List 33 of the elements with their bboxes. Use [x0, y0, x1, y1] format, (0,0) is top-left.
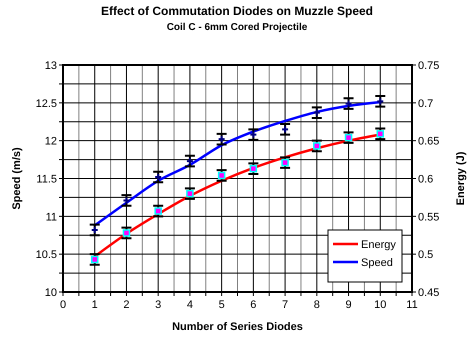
y2-tick-label: 0.7 — [418, 98, 434, 110]
y-axis-title: Speed (m/s) — [11, 146, 23, 210]
x-tick-label: 2 — [123, 299, 130, 311]
legend-label: Speed — [361, 257, 393, 269]
x-tick-label: 4 — [186, 299, 193, 311]
y-tick-label: 12 — [44, 136, 57, 148]
y2-tick-label: 0.6 — [418, 174, 434, 186]
x-tick-label: 3 — [155, 299, 162, 311]
y-tick-label: 12.5 — [36, 98, 57, 110]
x-tick-label: 0 — [60, 299, 66, 311]
x-tick-label: 8 — [314, 299, 320, 311]
x-axis-title: Number of Series Diodes — [172, 321, 303, 333]
y2-axis-title: Energy (J) — [455, 151, 467, 206]
x-tick-label: 6 — [250, 299, 256, 311]
y-tick-label: 13 — [44, 60, 57, 72]
y2-tick-label: 0.75 — [418, 60, 440, 72]
y2-tick-label: 0.5 — [418, 249, 434, 262]
y2-tick-label: 0.55 — [418, 211, 440, 224]
y-tick-label: 11 — [46, 211, 57, 224]
x-tick-label: 9 — [345, 299, 352, 311]
legend-label: Energy — [361, 239, 396, 251]
chart-title: Effect of Commutation Diodes on Muzzle Speed — [100, 4, 374, 18]
y-tick-label: 10 — [44, 287, 57, 299]
x-tick-label: 11 — [406, 299, 418, 311]
y-tick-label: 10.5 — [36, 249, 57, 262]
x-tick-label: 7 — [282, 299, 288, 311]
chart-subtitle: Coil C - 6mm Cored Projectile — [166, 22, 308, 33]
x-tick-label: 10 — [374, 299, 386, 311]
y2-tick-label: 0.45 — [418, 287, 440, 299]
y2-tick-label: 0.65 — [418, 136, 440, 148]
x-tick-label: 1 — [92, 299, 98, 311]
x-tick-label: 5 — [218, 299, 225, 311]
y-tick-label: 11.5 — [36, 174, 57, 186]
